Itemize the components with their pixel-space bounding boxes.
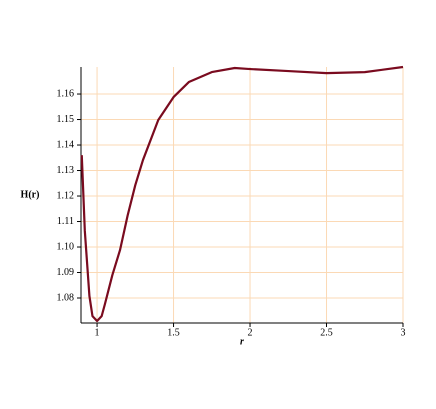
y-tick-label: 1.13 xyxy=(57,165,75,176)
y-axis-label: H(r) xyxy=(21,189,40,200)
y-tick-label: 1.10 xyxy=(57,241,75,252)
y-tick-label: 1.11 xyxy=(57,216,74,227)
x-tick-label: 1 xyxy=(95,327,100,338)
x-tick-label: 1.5 xyxy=(167,327,180,338)
x-tick-label: 2 xyxy=(248,327,253,338)
y-tick-label: 1.12 xyxy=(57,190,75,201)
line-series xyxy=(80,65,404,323)
x-tick-label: 3 xyxy=(401,327,406,338)
y-tick-label: 1.15 xyxy=(57,114,75,125)
y-tick-label: 1.08 xyxy=(57,292,75,303)
x-tick-label: 2.5 xyxy=(320,327,333,338)
y-tick-label: 1.09 xyxy=(57,267,75,278)
y-tick-label: 1.16 xyxy=(57,88,75,99)
y-tick-label: 1.14 xyxy=(57,139,75,150)
x-axis-label: r xyxy=(240,336,244,347)
